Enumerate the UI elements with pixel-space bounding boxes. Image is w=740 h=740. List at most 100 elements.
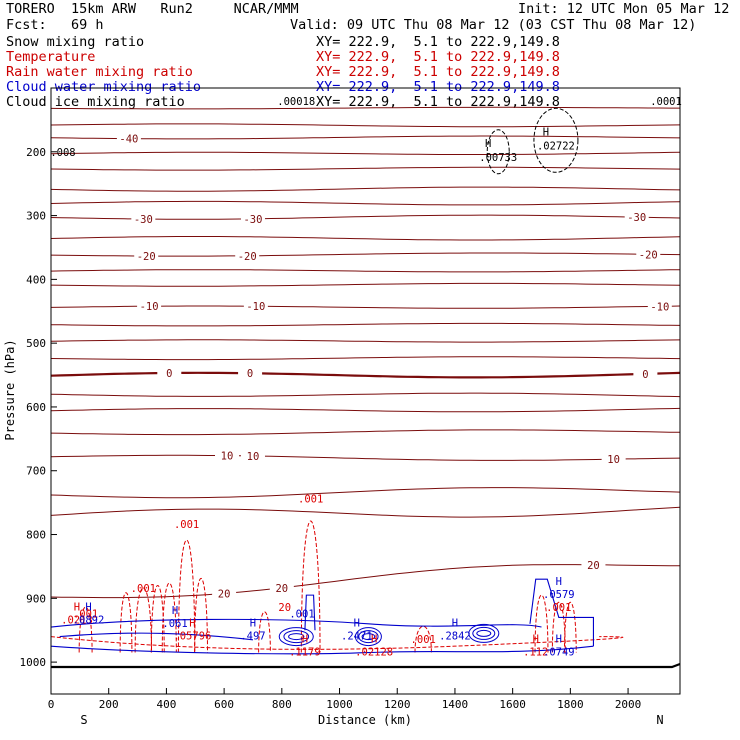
isotherm-label: 20 [218,588,231,600]
isotherm-label: -20 [639,249,658,261]
rain-plume-label: .001 [298,494,323,506]
isotherm-line [50,236,681,241]
x-tick-label: 1200 [384,698,411,711]
legend-rain-xy: XY= 222.9, 5.1 to 222.9,149.8 [316,64,560,80]
y-tick-label: 900 [26,592,46,605]
isotherm-line [50,135,681,140]
isotherm-label-bg [157,366,182,378]
isotherm-line [50,356,681,361]
isotherm-line [50,322,681,327]
rain-plume-label: .001 [546,602,571,614]
isotherm-label-bg [243,300,268,312]
x-tick-label: 600 [214,698,234,711]
rain-max-marker: H [74,602,80,614]
cloud-water-max-label: .0892 [73,615,105,627]
axes: 0 200 400 600 800 1000 1200 1400 1600 1800 2000200… [20,146,642,711]
ice-contours [486,107,579,175]
extra-contour-label: 20 [278,602,291,614]
x-tick-label: 1400 [442,698,469,711]
isotherm-label-bg [269,581,294,593]
isotherm-line [50,186,681,192]
x-tick-label: 800 [272,698,292,711]
isotherm-label: -40 [119,134,138,146]
isotherm-label: -10 [650,301,669,313]
cloud-water-max-marker: H [85,602,91,614]
rain-max-label: .1179 [289,647,321,659]
rain-contours [50,520,624,653]
rain-plume [177,539,196,653]
ice-contour [533,107,579,173]
isotherm-line [50,371,681,379]
snow-value-label: .008 [50,147,75,159]
rain-max-label: .05796 [173,631,211,643]
isotherm-line [50,564,680,599]
isotherm-label: -30 [243,214,262,226]
isotherm-label-bg [601,453,626,465]
y-tick-label: 300 [26,210,46,223]
x-tick-label: 200 [99,698,119,711]
isotherm-label: -30 [627,212,646,224]
cloud-water-contour [529,578,594,647]
rain-plume [258,611,271,653]
cloud-water-contours [50,578,594,655]
snow-value-label: .0001 [650,96,682,108]
isotherm-label-bg [235,249,260,261]
snow-value-label: .00018 [277,96,315,108]
temperature-contours [50,106,681,669]
rain-plume-label: .001 [411,634,436,646]
rain-plume-label: .001 [131,583,156,595]
rain-plume [134,587,153,653]
isotherm-line [50,506,681,518]
isotherm-line [50,123,681,128]
isotherm-label: -20 [238,251,257,263]
ice-max-label: .00733 [479,152,517,164]
rain-max-marker: H [533,634,539,646]
y-tick-label: 600 [26,401,46,414]
isotherm-line [50,429,681,436]
ice-max-marker: H [543,126,549,138]
cloud-water-max-marker: H [556,634,562,646]
isotherm-line [50,214,681,220]
y-tick-label: 500 [26,337,46,350]
rain-max-label: .02128 [355,647,393,659]
isotherm-label-bg [212,587,237,599]
surface-line [51,662,681,669]
cloud-water-core [283,630,310,644]
isotherm-label-bg [647,300,672,312]
cloud-water-max-label: .0579 [543,589,575,601]
y-axis-label: Pressure (hPa) [3,339,17,440]
x-tick-label: 0 [48,698,55,711]
rain-max-marker: H [189,618,195,630]
isotherm-line [50,407,681,413]
cloud-water-core [358,630,379,644]
header-init: Init: 12 UTC Mon 05 Mar 12 [518,1,730,17]
cloud-water-max-label: .2842 [439,631,471,643]
cloud-water-max-label: .061 [162,618,187,630]
isotherm-line [50,487,681,499]
ice-contour [486,129,510,175]
cloud-water-max-label: .497 [240,631,265,643]
rain-plume-label: .001 [174,519,199,531]
x-tick-label: 1800 [557,698,584,711]
isotherm-label-bg [636,248,661,260]
cloud-water-max-label: .2471 [341,631,373,643]
isotherm-label-bg [238,367,263,379]
cloud-water-max-marker: H [250,618,256,630]
cloud-water-contour [50,645,594,655]
rain-band [50,636,624,650]
x-tick-label: 2000 [615,698,642,711]
x-tick-label: 1600 [499,698,526,711]
isotherm-label-bg [581,558,606,570]
isotherm-label: -20 [137,251,156,263]
cloud-water-core [361,633,376,641]
ice-max-marker: H [485,138,491,150]
cloud-water-max-label: .0749 [543,647,575,659]
rain-max-marker: H [371,634,377,646]
isotherm-label: 10 [607,454,620,466]
ice-max-label: .02722 [537,140,575,152]
rain-plume [194,578,208,653]
rain-plume [119,592,133,653]
isotherm-label: -10 [246,301,265,313]
isotherm-label: 0 [642,369,648,381]
